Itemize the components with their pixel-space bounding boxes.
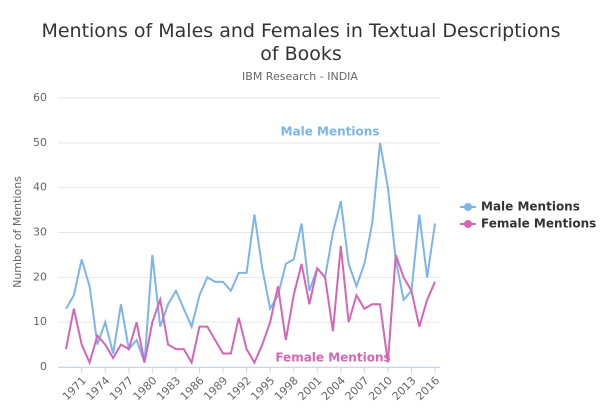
y-tick-label: 0: [40, 360, 47, 373]
x-tick-label: 1995: [248, 374, 277, 403]
x-tick-label: 2004: [319, 374, 348, 403]
x-tick-label: 1989: [201, 374, 230, 403]
legend-label: Female Mentions: [481, 217, 596, 231]
x-tick-label: 1977: [107, 374, 136, 403]
y-tick-label: 20: [33, 270, 47, 283]
x-tick-label: 2013: [390, 374, 419, 403]
x-tick-label: 2010: [366, 374, 395, 403]
chart-title: Mentions of Males and Females in Textual…: [41, 20, 561, 65]
y-tick-label: 10: [33, 315, 47, 328]
legend-marker: [464, 220, 472, 228]
y-tick-label: 30: [33, 226, 47, 239]
y-tick-label: 60: [33, 91, 47, 104]
y-tick-label: 40: [33, 181, 47, 194]
legend-marker: [464, 203, 472, 211]
chart-subtitle: IBM Research - INDIA: [242, 70, 358, 83]
x-tick-label: 1986: [178, 374, 207, 403]
x-tick-label: 2007: [343, 374, 372, 403]
x-tick-label: 1971: [60, 374, 89, 403]
x-tick-label: 1983: [154, 374, 183, 403]
series-line: [65, 245, 436, 366]
x-tick-label: 1980: [131, 374, 160, 403]
legend-label: Male Mentions: [481, 200, 580, 214]
x-tick-label: 2016: [413, 374, 442, 403]
x-tick-label: 1998: [272, 374, 301, 403]
x-tick-label: 1992: [225, 374, 254, 403]
series-annotation: Female Mentions: [275, 351, 390, 365]
series-annotation: Male Mentions: [281, 125, 380, 139]
y-axis-label: Number of Mentions: [11, 176, 24, 288]
x-tick-label: 2001: [295, 374, 324, 403]
x-tick-label: 1974: [84, 374, 113, 403]
y-tick-label: 50: [33, 136, 47, 149]
series-line: [65, 142, 436, 363]
